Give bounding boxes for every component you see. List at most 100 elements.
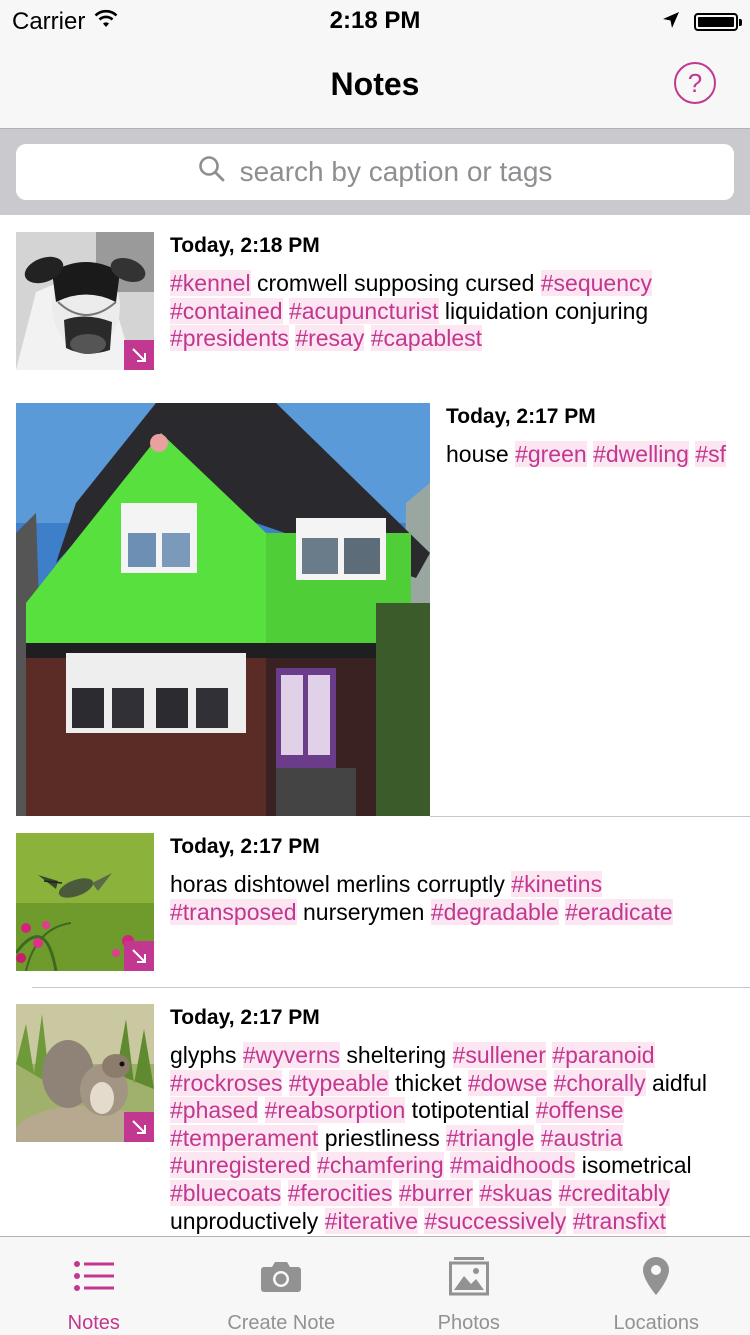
caption-text: nurserymen bbox=[297, 899, 431, 925]
hashtag[interactable]: #degradable bbox=[431, 899, 559, 925]
caption-text: house bbox=[446, 441, 515, 467]
hashtag[interactable]: #reabsorption bbox=[265, 1097, 406, 1123]
caption-text: unproductively bbox=[170, 1208, 325, 1234]
caption-text: glyphs bbox=[170, 1042, 243, 1068]
caption-text bbox=[566, 1208, 572, 1234]
hashtag[interactable]: #ferocities bbox=[288, 1180, 393, 1206]
caption-text: cromwell supposing cursed bbox=[251, 270, 541, 296]
hashtag[interactable]: #presidents bbox=[170, 325, 289, 351]
status-right-indicators bbox=[662, 8, 738, 36]
camera-icon bbox=[260, 1255, 302, 1296]
hashtag[interactable]: #transfixt bbox=[573, 1208, 666, 1234]
hashtag[interactable]: #paranoid bbox=[552, 1042, 654, 1068]
hashtag[interactable]: #maidhoods bbox=[450, 1152, 575, 1178]
photos-icon bbox=[449, 1255, 489, 1296]
note-row[interactable]: Today, 2:17 PM house #green #dwelling #s… bbox=[0, 386, 750, 816]
list-icon bbox=[73, 1255, 115, 1296]
hashtag[interactable]: #contained bbox=[170, 298, 283, 324]
hashtag[interactable]: #kinetins bbox=[511, 871, 602, 897]
note-thumbnail[interactable] bbox=[16, 833, 154, 971]
hashtag[interactable]: #sullener bbox=[453, 1042, 546, 1068]
caption-text bbox=[281, 1180, 287, 1206]
hashtag[interactable]: #unregistered bbox=[170, 1152, 311, 1178]
caption-text bbox=[258, 1097, 264, 1123]
hashtag[interactable]: #chamfering bbox=[317, 1152, 444, 1178]
hashtag[interactable]: #kennel bbox=[170, 270, 251, 296]
expand-badge bbox=[124, 941, 154, 971]
note-row[interactable]: Today, 2:17 PM horas dishtowel merlins c… bbox=[0, 817, 750, 987]
hashtag[interactable]: #triangle bbox=[446, 1125, 534, 1151]
search-input[interactable]: search by caption or tags bbox=[16, 144, 734, 200]
note-thumbnail[interactable] bbox=[16, 232, 154, 370]
caption-text bbox=[547, 1070, 553, 1096]
green-house-photo bbox=[16, 403, 430, 816]
location-arrow-icon bbox=[662, 8, 680, 36]
hashtag[interactable]: #offense bbox=[536, 1097, 624, 1123]
help-button[interactable]: ? bbox=[674, 62, 716, 104]
caption-text bbox=[552, 1180, 558, 1206]
caption-text: totipotential bbox=[405, 1097, 535, 1123]
hashtag[interactable]: #resay bbox=[295, 325, 364, 351]
note-date: Today, 2:17 PM bbox=[446, 405, 596, 429]
hashtag[interactable]: #sequency bbox=[541, 270, 652, 296]
search-placeholder: search by caption or tags bbox=[240, 156, 553, 188]
tab-photos[interactable]: Photos bbox=[375, 1237, 563, 1335]
hashtag[interactable]: #iterative bbox=[325, 1208, 418, 1234]
caption-text bbox=[283, 298, 289, 324]
caption-text bbox=[392, 1180, 398, 1206]
tab-bar: Notes Create Note Photos bbox=[0, 1236, 750, 1335]
hashtag[interactable]: #acupuncturist bbox=[289, 298, 439, 324]
hashtag[interactable]: #dwelling bbox=[593, 441, 689, 467]
hashtag[interactable]: #wyverns bbox=[243, 1042, 340, 1068]
search-bar: search by caption or tags bbox=[0, 129, 750, 215]
caption-text bbox=[364, 325, 370, 351]
note-date: Today, 2:17 PM bbox=[170, 1006, 320, 1030]
hashtag[interactable]: #skuas bbox=[479, 1180, 552, 1206]
hashtag[interactable]: #temperament bbox=[170, 1125, 318, 1151]
caption-text: aidful bbox=[646, 1070, 707, 1096]
hashtag[interactable]: #phased bbox=[170, 1097, 258, 1123]
note-row[interactable]: Today, 2:18 PM #kennel cromwell supposin… bbox=[0, 216, 750, 386]
tab-notes[interactable]: Notes bbox=[0, 1237, 188, 1335]
expand-badge bbox=[124, 1112, 154, 1142]
search-icon bbox=[198, 155, 226, 190]
caption-text: isometrical bbox=[575, 1152, 691, 1178]
hashtag[interactable]: #eradicate bbox=[565, 899, 672, 925]
tab-locations[interactable]: Locations bbox=[563, 1237, 750, 1335]
status-bar: Carrier 2:18 PM bbox=[0, 0, 750, 40]
note-caption: horas dishtowel merlins corruptly #kinet… bbox=[170, 871, 730, 926]
expand-badge bbox=[124, 340, 154, 370]
hashtag[interactable]: #creditably bbox=[559, 1180, 670, 1206]
tab-create-note[interactable]: Create Note bbox=[188, 1237, 376, 1335]
caption-text: sheltering bbox=[340, 1042, 453, 1068]
hashtag[interactable]: #burrer bbox=[399, 1180, 473, 1206]
hashtag[interactable]: #successively bbox=[424, 1208, 566, 1234]
hashtag[interactable]: #chorally bbox=[554, 1070, 646, 1096]
note-caption: #kennel cromwell supposing cursed #seque… bbox=[170, 270, 730, 353]
battery-icon bbox=[694, 13, 738, 31]
caption-text: thicket bbox=[389, 1070, 468, 1096]
hashtag[interactable]: #dowse bbox=[468, 1070, 547, 1096]
note-thumbnail[interactable] bbox=[16, 403, 430, 816]
status-time: 2:18 PM bbox=[0, 7, 750, 35]
caption-text: liquidation conjuring bbox=[439, 298, 649, 324]
hashtag[interactable]: #rockroses bbox=[170, 1070, 282, 1096]
caption-text bbox=[282, 1070, 288, 1096]
notes-list[interactable]: Today, 2:18 PM #kennel cromwell supposin… bbox=[0, 216, 750, 1236]
hashtag[interactable]: #typeable bbox=[289, 1070, 389, 1096]
hashtag[interactable]: #capablest bbox=[371, 325, 482, 351]
hashtag[interactable]: #bluecoats bbox=[170, 1180, 281, 1206]
caption-text bbox=[534, 1125, 540, 1151]
hashtag[interactable]: #sf bbox=[695, 441, 726, 467]
hashtag[interactable]: #transposed bbox=[170, 899, 297, 925]
tab-label: Photos bbox=[438, 1312, 500, 1335]
battery-level bbox=[698, 17, 734, 27]
hashtag[interactable]: #austria bbox=[541, 1125, 623, 1151]
page-title: Notes bbox=[0, 66, 750, 103]
caption-text: horas dishtowel merlins corruptly bbox=[170, 871, 511, 897]
arrow-down-right-icon bbox=[130, 947, 148, 965]
note-row[interactable]: Today, 2:17 PM glyphs #wyverns shelterin… bbox=[0, 988, 750, 1236]
note-caption: glyphs #wyverns sheltering #sullener #pa… bbox=[170, 1042, 730, 1235]
hashtag[interactable]: #green bbox=[515, 441, 587, 467]
note-thumbnail[interactable] bbox=[16, 1004, 154, 1142]
